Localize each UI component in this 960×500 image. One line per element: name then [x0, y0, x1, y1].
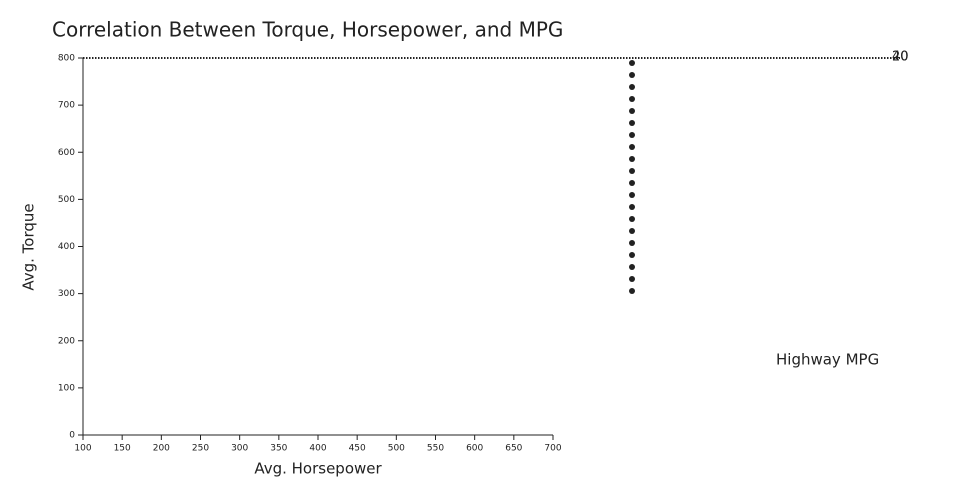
y-tick-label: 400 — [58, 242, 75, 252]
y-tick-label: 100 — [58, 383, 75, 393]
legend-dot — [629, 240, 635, 246]
legend-markers — [629, 60, 635, 294]
x-tick-label: 600 — [466, 444, 483, 454]
legend-dot — [629, 72, 635, 78]
x-tick-label: 450 — [349, 444, 366, 454]
legend-dot — [629, 264, 635, 270]
x-tick-label: 200 — [153, 444, 170, 454]
legend-dot — [629, 156, 635, 162]
x-tick-label: 700 — [544, 444, 561, 454]
legend-dot — [629, 132, 635, 138]
legend-dot — [629, 276, 635, 282]
legend-dot — [629, 108, 635, 114]
legend-dot — [629, 168, 635, 174]
x-tick-label: 400 — [309, 444, 326, 454]
legend-dot — [629, 180, 635, 186]
legend-tick-label: 40 — [892, 50, 909, 65]
legend-dot — [629, 144, 635, 150]
x-tick-label: 100 — [74, 444, 91, 454]
legend-dot — [629, 84, 635, 90]
x-axis-label: Avg. Horsepower — [254, 460, 382, 478]
x-tick-label: 300 — [231, 444, 248, 454]
legend-dot — [629, 60, 635, 66]
y-tick-label: 500 — [58, 195, 75, 205]
y-tick-label: 600 — [58, 148, 75, 158]
y-axis-label: Avg. Torque — [20, 203, 38, 290]
legend-dot — [629, 96, 635, 102]
chart-title: Correlation Between Torque, Horsepower, … — [52, 18, 563, 42]
y-tick-label: 700 — [58, 101, 75, 111]
y-tick-label: 800 — [58, 54, 75, 64]
legend-dot — [629, 204, 635, 210]
y-tick-label: 300 — [58, 289, 75, 299]
x-tick-label: 150 — [114, 444, 131, 454]
y-tick-label: 200 — [58, 336, 75, 346]
legend-dot — [629, 288, 635, 294]
x-tick-label: 500 — [388, 444, 405, 454]
x-tick-label: 350 — [270, 444, 287, 454]
legend-dot — [629, 228, 635, 234]
legend-title: Highway MPG — [776, 351, 879, 369]
legend-dot — [629, 216, 635, 222]
legend-dot — [629, 192, 635, 198]
legend-dot — [629, 252, 635, 258]
y-tick-label: 0 — [69, 431, 75, 441]
legend-dot — [629, 120, 635, 126]
x-tick-label: 550 — [427, 444, 444, 454]
x-tick-label: 250 — [192, 444, 209, 454]
x-tick-label: 650 — [505, 444, 522, 454]
legend-tick-label: 20 — [892, 50, 909, 65]
